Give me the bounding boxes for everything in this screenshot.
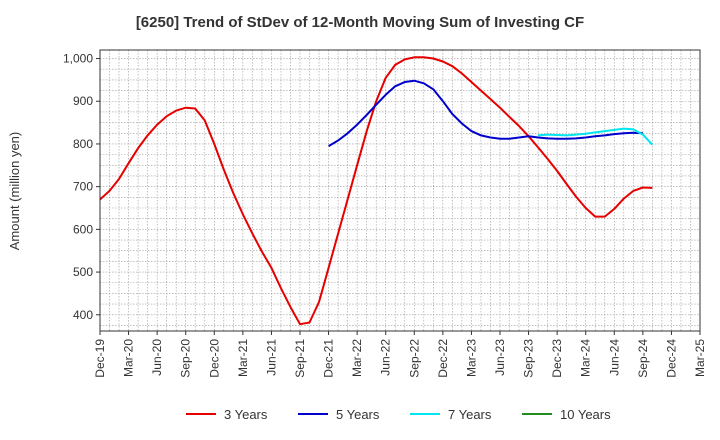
x-tick-label: Sep-24: [636, 339, 650, 378]
chart-title: [6250] Trend of StDev of 12-Month Moving…: [136, 14, 584, 31]
y-axis-label: Amount (million yen): [7, 132, 22, 251]
legend-label-3-years: 3 Years: [224, 407, 268, 422]
x-tick-label: Dec-20: [207, 339, 221, 378]
grid: [100, 50, 700, 331]
x-tick-label: Jun-20: [150, 339, 164, 376]
x-tick-label: Jun-24: [607, 339, 621, 376]
plot-frame: [99, 49, 701, 332]
x-tick-label: Dec-21: [322, 339, 336, 378]
legend-label-7-years: 7 Years: [448, 407, 492, 422]
x-tick-label: Dec-22: [436, 339, 450, 378]
x-tick-label: Mar-25: [693, 339, 707, 377]
x-tick-label: Dec-19: [93, 339, 107, 378]
x-tick-label: Sep-21: [293, 339, 307, 378]
x-tick-label: Mar-23: [464, 339, 478, 377]
legend: 3 Years 5 Years 7 Years 10 Years: [186, 407, 611, 422]
x-tick-label: Jun-23: [493, 339, 507, 376]
x-tick-label: Dec-23: [550, 339, 564, 378]
x-tick-label: Jun-22: [379, 339, 393, 376]
x-axis: Dec-19 Mar-20 Jun-20 Sep-20 Dec-20 Mar-21 Jun-…: [93, 331, 707, 378]
series-line-3-years: [99, 56, 653, 326]
x-tick-label: Jun-21: [264, 339, 278, 376]
legend-label-5-years: 5 Years: [336, 407, 380, 422]
x-tick-label: Mar-20: [122, 339, 136, 377]
y-tick-label: 600: [73, 222, 93, 236]
y-tick-label: 400: [73, 308, 93, 322]
x-tick-label: Sep-22: [407, 339, 421, 378]
y-tick-label: 800: [73, 137, 93, 151]
x-tick-label: Sep-23: [522, 339, 536, 378]
y-axis: 400 500 600 700 800 900 1,000: [63, 52, 100, 322]
legend-label-10-years: 10 Years: [560, 407, 611, 422]
x-tick-label: Mar-22: [350, 339, 364, 377]
x-tick-label: Sep-20: [179, 339, 193, 378]
x-tick-label: Dec-24: [664, 339, 678, 378]
x-tick-label: Mar-21: [236, 339, 250, 377]
series-lines: [99, 56, 654, 326]
y-tick-label: 900: [73, 94, 93, 108]
plot-area: [100, 50, 700, 331]
series-line-5-years: [328, 79, 643, 147]
series-line-7-years: [538, 127, 654, 146]
x-tick-label: Mar-24: [579, 339, 593, 377]
y-tick-label: 700: [73, 180, 93, 194]
y-tick-label: 1,000: [63, 52, 93, 66]
y-tick-label: 500: [73, 265, 93, 279]
